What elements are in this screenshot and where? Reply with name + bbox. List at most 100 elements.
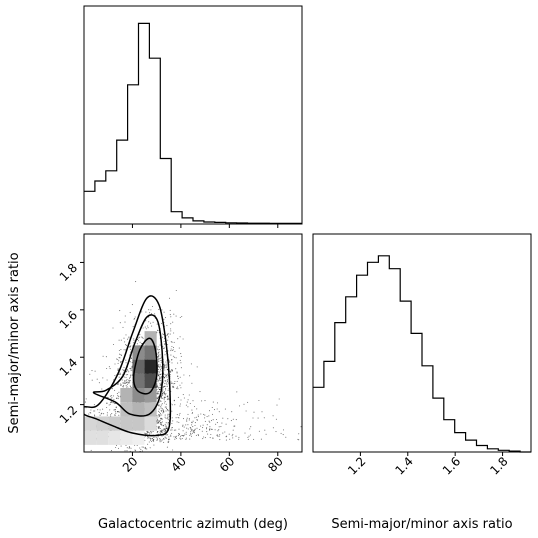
scatter-point: [144, 435, 146, 437]
scatter-point: [152, 430, 154, 433]
scatter-point: [172, 321, 174, 323]
scatter-point: [180, 399, 182, 401]
scatter-point: [159, 414, 161, 417]
scatter-point: [218, 435, 220, 437]
scatter-point: [182, 435, 185, 437]
scatter-point: [171, 429, 173, 431]
scatter-point: [124, 382, 126, 384]
scatter-point: [243, 403, 245, 405]
scatter-point: [127, 368, 129, 370]
scatter-point: [165, 375, 167, 377]
scatter-point: [222, 417, 224, 419]
scatter-point: [185, 431, 187, 433]
scatter-point: [260, 438, 262, 440]
scatter-point: [161, 424, 163, 426]
scatter-point: [151, 440, 153, 442]
scatter-point: [208, 415, 210, 417]
scatter-point: [165, 367, 167, 369]
scatter-point: [117, 369, 119, 371]
scatter-point: [179, 316, 181, 319]
scatter-point: [160, 357, 162, 360]
scatter-point: [156, 348, 158, 350]
scatter-point: [211, 413, 214, 415]
scatter-point: [162, 391, 164, 393]
scatter-point: [200, 413, 202, 415]
scatter-point: [107, 396, 109, 399]
scatter-point: [98, 382, 100, 384]
density-cell-2: [108, 430, 121, 445]
scatter-point: [157, 410, 160, 412]
scatter-point: [224, 408, 226, 410]
scatter-point: [163, 391, 166, 393]
scatter-point: [177, 362, 179, 364]
scatter-point: [235, 419, 237, 421]
scatter-point: [93, 410, 95, 412]
scatter-point: [164, 397, 166, 399]
scatter-point: [133, 339, 135, 341]
scatter-point: [171, 368, 173, 371]
scatter-point: [164, 414, 166, 416]
scatter-point: [158, 374, 160, 376]
scatter-point: [162, 392, 164, 394]
scatter-point: [208, 410, 211, 412]
scatter-point: [212, 401, 214, 403]
scatter-x-tick-label-0: 20: [120, 454, 141, 475]
scatter-point: [174, 438, 176, 440]
scatter-point: [166, 368, 168, 371]
scatter-point: [182, 418, 185, 420]
scatter-point: [170, 434, 172, 436]
scatter-point: [181, 382, 183, 384]
scatter-point: [94, 415, 96, 417]
scatter-point: [213, 409, 216, 411]
scatter-point: [102, 377, 104, 379]
scatter-point: [156, 397, 158, 399]
scatter-point: [164, 369, 166, 371]
scatter-point: [210, 433, 212, 436]
scatter-point: [253, 411, 255, 413]
scatter-point: [117, 358, 119, 360]
scatter-point: [179, 336, 181, 338]
scatter-point: [153, 439, 155, 441]
scatter-point: [193, 431, 195, 433]
scatter-point: [149, 432, 151, 434]
scatter-point: [197, 434, 199, 436]
scatter-point: [114, 374, 116, 377]
scatter-point: [169, 361, 171, 363]
scatter-point: [163, 402, 166, 404]
scatter-point: [161, 403, 163, 405]
scatter-point: [157, 431, 159, 433]
scatter-point: [185, 424, 187, 426]
scatter-point: [238, 436, 240, 438]
scatter-point: [109, 368, 111, 370]
scatter-point: [164, 364, 166, 366]
scatter-point: [217, 430, 219, 432]
scatter-point: [129, 381, 131, 383]
density-cell-9: [132, 416, 145, 431]
scatter-point: [191, 382, 193, 384]
scatter-point: [300, 426, 302, 428]
scatter-point: [101, 412, 103, 414]
scatter-point: [203, 436, 205, 438]
scatter-point: [182, 425, 184, 427]
contour-outer: [84, 295, 172, 437]
scatter-point: [171, 382, 173, 385]
scatter-point: [106, 406, 108, 409]
scatter-point: [182, 430, 184, 432]
scatter-point: [206, 427, 208, 429]
scatter-point: [114, 409, 117, 411]
scatter-point: [148, 309, 150, 311]
scatter-point: [148, 433, 150, 435]
scatter-point: [109, 403, 111, 405]
scatter-point: [158, 427, 160, 429]
scatter-point: [102, 355, 104, 357]
scatter-point: [188, 394, 190, 396]
scatter-point: [166, 446, 168, 448]
scatter-point: [164, 428, 167, 431]
scatter-point: [160, 367, 162, 369]
scatter-point: [158, 373, 160, 375]
scatter-point: [175, 368, 177, 370]
scatter-point: [97, 409, 99, 411]
scatter-point: [218, 429, 220, 431]
scatter-point: [118, 360, 120, 362]
scatter-point: [127, 381, 129, 383]
